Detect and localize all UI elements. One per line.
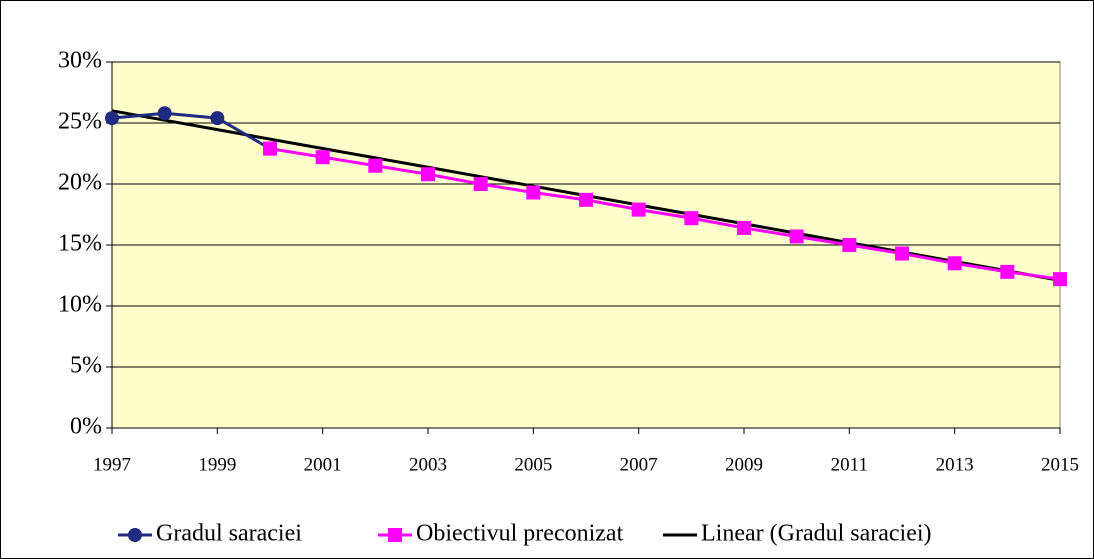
x-tick-label: 1997 — [93, 454, 131, 475]
legend-marker — [128, 528, 142, 542]
x-tick-label: 2007 — [620, 454, 658, 475]
x-tick-label: 2009 — [725, 454, 763, 475]
marker — [526, 185, 541, 200]
marker — [842, 238, 857, 252]
y-tick-label: 30% — [58, 48, 102, 74]
y-tick-label: 10% — [58, 292, 102, 318]
marker — [315, 150, 330, 165]
y-tick-label: 0% — [70, 414, 102, 440]
x-tick-label: 2011 — [831, 454, 868, 475]
marker — [157, 106, 172, 121]
x-tick-label: 2015 — [1041, 454, 1079, 475]
marker — [105, 111, 119, 126]
marker — [789, 229, 804, 244]
x-tick-label: 2001 — [304, 454, 342, 475]
y-tick-label: 5% — [70, 353, 102, 379]
series-line — [111, 111, 271, 150]
marker — [1000, 264, 1015, 279]
x-tick-label: 2005 — [514, 454, 552, 475]
x-tick-label: 2003 — [409, 454, 447, 475]
marker — [210, 111, 225, 126]
y-tick-label: 20% — [58, 170, 102, 196]
marker — [1053, 272, 1067, 287]
x-tick-label: 2013 — [936, 454, 974, 475]
legend-marker — [388, 528, 402, 542]
x-tick-label: 1999 — [198, 454, 236, 475]
marker — [473, 177, 488, 191]
marker — [895, 246, 909, 261]
y-tick-label: 15% — [58, 231, 102, 257]
marker — [263, 141, 277, 156]
marker — [421, 167, 435, 182]
marker — [631, 202, 646, 217]
legend-label: Obiectivul preconizat — [416, 521, 624, 547]
marker — [579, 192, 593, 207]
marker — [737, 220, 751, 235]
marker — [684, 211, 699, 226]
series-line — [269, 147, 1061, 281]
marker — [947, 256, 962, 271]
marker — [368, 158, 383, 173]
y-tick-label: 25% — [58, 109, 102, 135]
legend-label: Gradul saraciei — [156, 521, 302, 547]
legend-label: Linear (Gradul saraciei) — [701, 521, 932, 547]
